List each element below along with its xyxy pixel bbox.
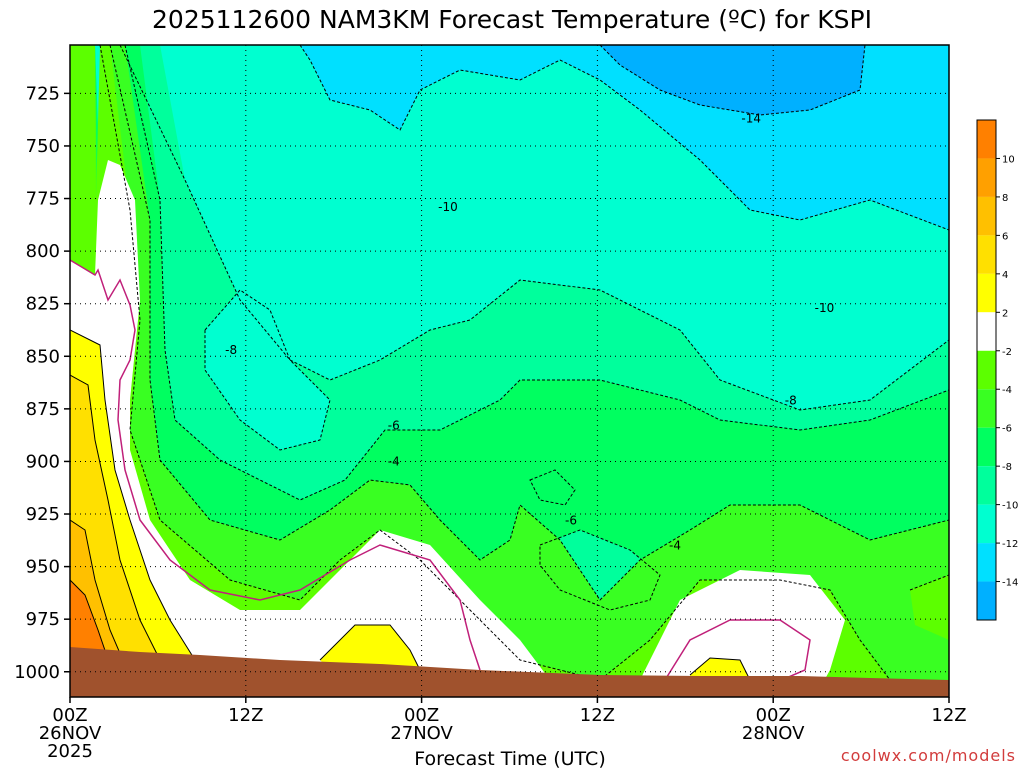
plot-border: [69, 44, 950, 698]
colorbar-segment: [977, 350, 996, 390]
contour-label: -8: [785, 393, 797, 407]
ground: [70, 647, 949, 697]
plot-area: -14 -10 -10 -8 -8 -6 -6 -4 -4: [70, 45, 949, 697]
colorbar-segment: [977, 312, 996, 351]
warm-contour-8: [70, 579, 111, 666]
contour-label: -8: [225, 343, 237, 357]
contour-label: -14: [741, 112, 761, 126]
colorbar-label: -8: [1002, 462, 1012, 473]
contour-minus10-island: [204, 289, 331, 451]
x-tick-label: 00Z: [52, 705, 87, 726]
contour-minus12: [299, 45, 949, 231]
chart-title: 2025112600 NAM3KM Forecast Temperature (…: [152, 5, 872, 34]
x-tick-label: 28NOV: [742, 723, 805, 744]
y-tick-label: 850: [26, 346, 60, 367]
colorbar-segment: [977, 235, 996, 274]
y-tick-label: 750: [26, 136, 60, 157]
contour-minus2: [909, 574, 949, 591]
contour-label: -4: [388, 454, 400, 468]
fill-island-4: [530, 470, 575, 505]
colorbar-label: 6: [1002, 231, 1008, 242]
colorbar-segment: [977, 504, 996, 544]
y-axis: 725 750 775 800 825 850 875 900 925 950 975 1000: [14, 83, 70, 683]
warm-contours: [70, 329, 751, 681]
fill-band-14: [600, 45, 865, 115]
warm-contour-2: [70, 329, 196, 661]
contour-lines: [99, 45, 949, 681]
contour-minus14: [599, 45, 866, 116]
y-tick-label: 800: [26, 241, 60, 262]
fill-band-4: [70, 45, 949, 697]
colorbar-label: 10: [1002, 154, 1015, 165]
zero-contour-right: [664, 619, 811, 686]
contour-label: -6: [565, 513, 577, 527]
contour-label: -4: [669, 539, 681, 553]
colorbar-label: -2: [1002, 347, 1012, 358]
x-tick-label: 12Z: [931, 705, 966, 726]
gridlines: [70, 45, 949, 697]
colorbar-label: -10: [1002, 501, 1018, 512]
x-tick-label: 26NOV: [39, 723, 102, 744]
fill-band-10b: [205, 290, 330, 450]
contour-minus8: [124, 45, 949, 501]
x-tick-label: 00Z: [404, 705, 439, 726]
x-tick-label: 12Z: [580, 705, 615, 726]
zero-contours: [70, 259, 811, 686]
colorbar-label: 4: [1002, 270, 1008, 281]
colorbar-segment: [977, 427, 996, 467]
contour-minus4: [99, 45, 891, 681]
colorbar-label: 2: [1002, 308, 1008, 319]
colorbar-segment: [977, 543, 996, 582]
x-axis-label: Forecast Time (UTC): [414, 748, 605, 768]
colorbar-segment: [977, 273, 996, 313]
x-tick-label: 2025: [47, 741, 93, 762]
fill-yellow-island: [320, 625, 420, 670]
fill-band-2b: [910, 575, 949, 640]
contour-minus4-island: [529, 469, 576, 506]
colorbar-label: -6: [1002, 424, 1012, 435]
colorbar-label: -4: [1002, 385, 1012, 396]
x-tick-label: 00Z: [756, 705, 791, 726]
y-tick-label: 875: [26, 399, 60, 420]
colorbar-segment: [977, 581, 996, 620]
colorbar: -14 -12 -10 -8 -6 -4 -2 2 4 6 8 10: [976, 119, 1018, 621]
contour-labels: -14 -10 -10 -8 -8 -6 -6 -4 -4: [225, 112, 835, 553]
x-tick-label: 27NOV: [390, 723, 453, 744]
y-tick-label: 950: [26, 557, 60, 578]
contour-label: -10: [438, 200, 458, 214]
colorbar-border: [976, 119, 997, 621]
y-tick-label: 925: [26, 504, 60, 525]
contour-minus6: [109, 45, 949, 601]
colorbar-segment: [977, 389, 996, 428]
colorbar-label: -14: [1002, 578, 1018, 589]
warm-contour-4: [70, 374, 161, 661]
contour-minus6-island: [539, 529, 661, 611]
credit-text: coolwx.com/models: [841, 746, 1016, 765]
contour-label: -10: [815, 301, 835, 315]
y-tick-label: 1000: [14, 662, 60, 683]
contour-label: -6: [388, 419, 400, 433]
zero-contour-main: [70, 259, 481, 671]
y-tick-label: 825: [26, 294, 60, 315]
y-tick-label: 900: [26, 451, 60, 472]
y-tick-label: 725: [26, 83, 60, 104]
colorbar-segment: [977, 120, 996, 159]
warm-contour-island2: [689, 657, 751, 681]
colorbar-segment: [977, 158, 996, 197]
warm-contour-6: [70, 519, 126, 666]
colorbar-segment: [977, 196, 996, 236]
y-tick-label: 775: [26, 189, 60, 210]
fill-yellow-island2: [690, 658, 750, 680]
contour-minus10: [119, 45, 949, 411]
colorbar-label: -12: [1002, 539, 1018, 550]
y-tick-label: 975: [26, 609, 60, 630]
colorbar-label: 8: [1002, 193, 1008, 204]
warm-contour-island: [319, 624, 421, 671]
colorbar-segment: [977, 466, 996, 505]
x-tick-label: 12Z: [228, 705, 263, 726]
